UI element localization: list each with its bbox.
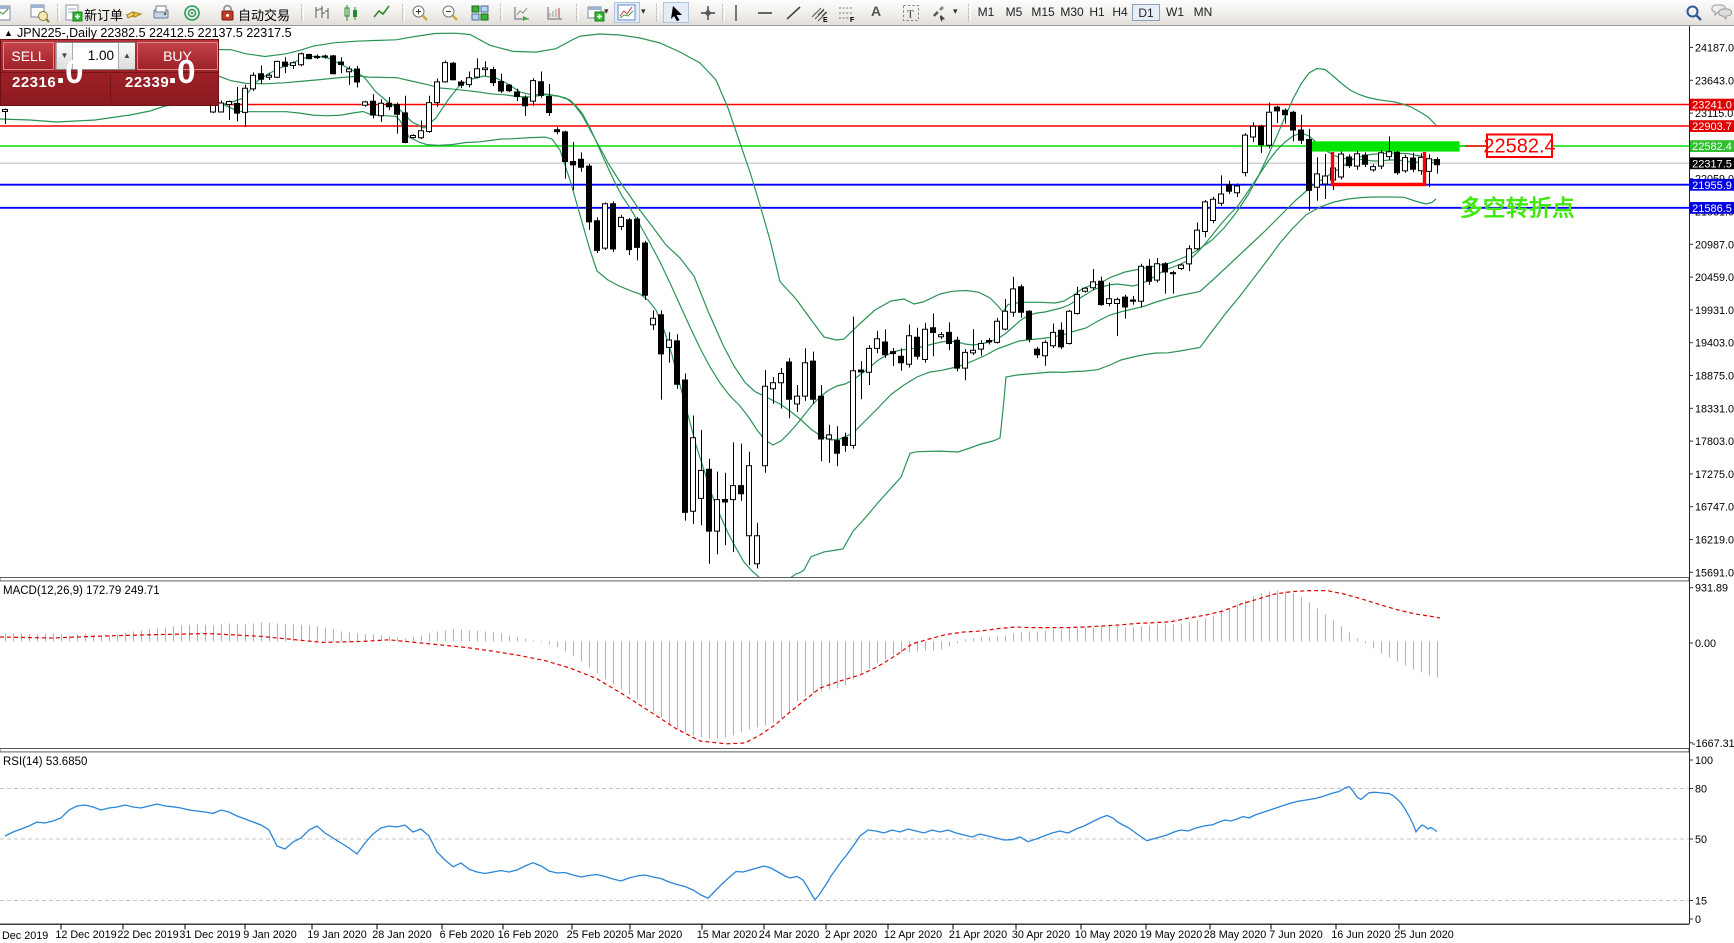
svg-text:21 Apr 2020: 21 Apr 2020 — [949, 929, 1007, 941]
svg-text:JPN225-,Daily 22382.5 22412.5: JPN225-,Daily 22382.5 22412.5 22137.5 22… — [17, 26, 292, 40]
svg-text:F: F — [850, 17, 855, 23]
svg-text:22903.7: 22903.7 — [1692, 121, 1732, 133]
svg-text:18331.0: 18331.0 — [1695, 403, 1734, 415]
svg-text:21586.5: 21586.5 — [1692, 203, 1732, 215]
svg-text:931.89: 931.89 — [1695, 583, 1728, 595]
svg-text:16219.0: 16219.0 — [1695, 535, 1734, 547]
svg-text:RSI(14) 53.6850: RSI(14) 53.6850 — [3, 756, 87, 768]
svg-text:T: T — [907, 9, 914, 21]
svg-text:-1667.31: -1667.31 — [1692, 738, 1734, 750]
svg-text:19 Jan 2020: 19 Jan 2020 — [307, 929, 366, 941]
svg-text:0: 0 — [1695, 914, 1701, 926]
svg-text:16747.0: 16747.0 — [1695, 502, 1734, 514]
svg-text:17803.0: 17803.0 — [1695, 436, 1734, 448]
svg-text:2 Apr 2020: 2 Apr 2020 — [825, 929, 877, 941]
svg-text:22582.4: 22582.4 — [1692, 141, 1732, 153]
svg-text:24 Mar 2020: 24 Mar 2020 — [759, 929, 820, 941]
svg-text:17275.0: 17275.0 — [1695, 469, 1734, 481]
svg-text:22582.4: 22582.4 — [1483, 136, 1555, 158]
svg-text:23643.0: 23643.0 — [1695, 75, 1734, 87]
svg-text:22317.5: 22317.5 — [1692, 158, 1732, 170]
svg-text:19403.0: 19403.0 — [1695, 338, 1734, 350]
svg-text:19 May 2020: 19 May 2020 — [1140, 929, 1202, 941]
svg-text:23115.0: 23115.0 — [1695, 108, 1733, 120]
svg-text:100: 100 — [1695, 755, 1713, 767]
svg-text:22 Dec 2019: 22 Dec 2019 — [117, 929, 178, 941]
svg-text:6 Feb 2020: 6 Feb 2020 — [440, 929, 495, 941]
svg-text:18875.0: 18875.0 — [1695, 371, 1734, 383]
svg-text:24187.0: 24187.0 — [1695, 43, 1734, 55]
svg-text:31 Dec 2019: 31 Dec 2019 — [179, 929, 240, 941]
svg-text:28 May 2020: 28 May 2020 — [1204, 929, 1266, 941]
svg-text:50: 50 — [1695, 834, 1707, 846]
svg-text:Dec 2019: Dec 2019 — [2, 930, 48, 942]
svg-text:多空转折点: 多空转折点 — [1460, 195, 1575, 221]
svg-text:25 Jun 2020: 25 Jun 2020 — [1394, 929, 1453, 941]
svg-text:19931.0: 19931.0 — [1695, 305, 1734, 317]
svg-text:MACD(12,26,9) 172.79 249.71: MACD(12,26,9) 172.79 249.71 — [3, 585, 160, 597]
svg-text:23241.0: 23241.0 — [1692, 100, 1732, 112]
svg-text:16 Feb 2020: 16 Feb 2020 — [498, 929, 559, 941]
svg-text:15 Mar 2020: 15 Mar 2020 — [697, 929, 758, 941]
svg-text:7 Jun 2020: 7 Jun 2020 — [1269, 929, 1322, 941]
svg-text:20459.0: 20459.0 — [1695, 272, 1734, 284]
svg-text:5 Mar 2020: 5 Mar 2020 — [628, 929, 683, 941]
svg-text:30 Apr 2020: 30 Apr 2020 — [1012, 929, 1070, 941]
svg-text:15: 15 — [1695, 896, 1707, 908]
svg-text:0.00: 0.00 — [1695, 638, 1716, 650]
svg-text:15691.0: 15691.0 — [1695, 567, 1734, 579]
svg-text:E: E — [823, 17, 828, 23]
svg-text:12 Dec 2019: 12 Dec 2019 — [55, 929, 116, 941]
svg-text:16 Jun 2020: 16 Jun 2020 — [1331, 929, 1390, 941]
svg-text:9 Jan 2020: 9 Jan 2020 — [243, 929, 296, 941]
svg-text:▲: ▲ — [4, 28, 13, 38]
svg-text:80: 80 — [1695, 784, 1707, 796]
svg-text:28 Jan 2020: 28 Jan 2020 — [372, 929, 431, 941]
svg-text:10 May 2020: 10 May 2020 — [1075, 929, 1137, 941]
svg-text:20987.0: 20987.0 — [1695, 239, 1734, 251]
svg-text:12 Apr 2020: 12 Apr 2020 — [884, 929, 942, 941]
svg-text:25 Feb 2020: 25 Feb 2020 — [567, 929, 628, 941]
svg-text:21955.9: 21955.9 — [1692, 180, 1732, 192]
